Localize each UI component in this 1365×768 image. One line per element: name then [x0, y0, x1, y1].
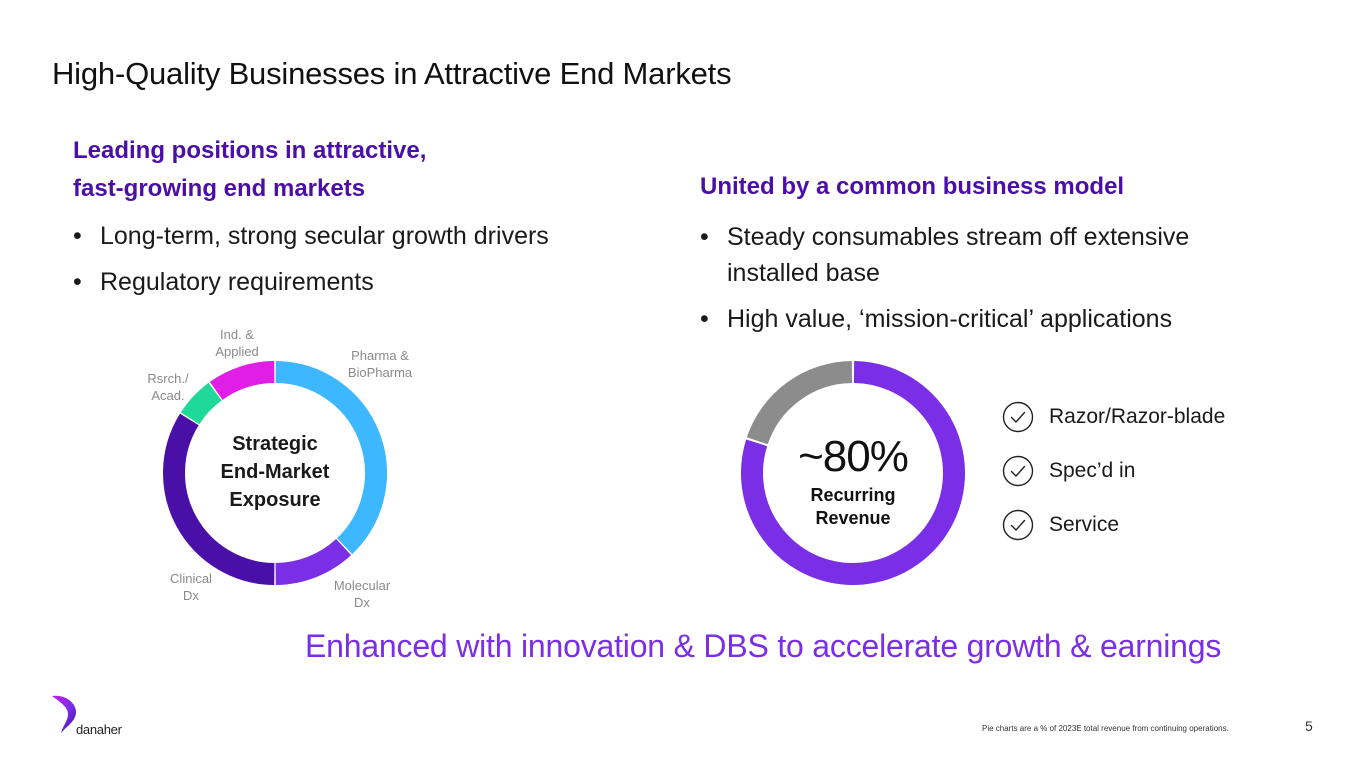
right-bullet-2: High value, ‘mission-critical’ applicati…	[700, 301, 1280, 337]
attribute-service: Service	[1002, 498, 1225, 552]
slice-label-industrial-applied-line-1: Ind. &	[220, 327, 254, 342]
slice-label-research-academic-line-1: Rsrch./	[147, 371, 189, 386]
slice-label-industrial-applied: Ind. & Applied	[204, 326, 270, 360]
attribute-label: Spec’d in	[1049, 459, 1136, 482]
slice-label-research-academic: Rsrch./ Acad.	[136, 370, 200, 404]
left-bullet-1: Long-term, strong secular growth drivers	[73, 218, 673, 254]
slice-label-molecular-dx-line-1: Molecular	[333, 578, 391, 593]
slice-pharma-biopharma	[275, 361, 387, 555]
donut-center-line-1: Strategic	[232, 433, 318, 455]
recurring-revenue-donut-chart	[741, 361, 965, 585]
slice-rsrch-acad	[180, 382, 222, 425]
attribute-label: Service	[1049, 513, 1120, 536]
left-bullet-2: Regulatory requirements	[73, 264, 673, 300]
recurring-revenue-label-line-2: Revenue	[815, 508, 891, 528]
right-heading: United by a common business model	[700, 173, 1125, 200]
tagline: Enhanced with innovation & DBS to accele…	[305, 628, 1222, 664]
check-circle-icon	[1002, 401, 1034, 433]
end-market-donut-center-label: Strategic End-Market Exposure	[190, 430, 360, 514]
donut-center-line-2: End-Market	[220, 461, 330, 483]
right-bullet-1-line-2: installed base	[727, 259, 880, 287]
attribute-razor-blade: Razor/Razor-blade	[1002, 390, 1225, 444]
recurring-revenue-percent: ~80%	[798, 432, 909, 481]
right-bullet-1: Steady consumables stream off extensive …	[700, 219, 1280, 291]
check-circle-icon	[1002, 509, 1034, 541]
slice-non-recurring	[746, 361, 853, 445]
right-bullet-list: Steady consumables stream off extensive …	[700, 219, 1280, 347]
danaher-logo-wordmark: danaher	[76, 722, 122, 737]
slice-label-molecular-dx-line-2: Dx	[354, 595, 370, 610]
slice-ind-applied	[209, 361, 275, 401]
slice-molecular-dx	[275, 538, 352, 585]
right-bullet-1-line-1: Steady consumables stream off extensive	[727, 223, 1190, 251]
slice-label-industrial-applied-line-2: Applied	[215, 344, 259, 359]
left-heading: Leading positions in attractive, fast-gr…	[73, 132, 426, 208]
end-market-donut-chart	[163, 361, 387, 585]
donut-center-line-3: Exposure	[229, 489, 321, 511]
check-circle-icon	[1002, 455, 1034, 487]
slice-label-clinical-dx-line-2: Dx	[183, 588, 199, 603]
slice-recurring-revenue	[741, 361, 965, 585]
business-model-attributes: Razor/Razor-blade Spec’d in Service	[1002, 390, 1225, 552]
page-number: 5	[1305, 718, 1313, 734]
danaher-logo-icon	[52, 695, 76, 733]
slice-label-molecular-dx: Molecular Dx	[322, 577, 402, 611]
left-bullet-list: Long-term, strong secular growth drivers…	[73, 218, 673, 310]
slice-label-pharma-line-1: Pharma &	[351, 348, 409, 363]
slice-label-pharma: Pharma & BioPharma	[340, 347, 420, 381]
recurring-revenue-label-line-1: Recurring	[810, 485, 896, 505]
slice-label-clinical-dx-line-1: Clinical	[170, 571, 212, 586]
slice-label-research-academic-line-2: Acad.	[151, 388, 185, 403]
slice-label-pharma-line-2: BioPharma	[347, 365, 413, 380]
left-heading-line-2: fast-growing end markets	[73, 175, 366, 202]
slice-clinical-dx	[163, 413, 275, 585]
slide-title: High-Quality Businesses in Attractive En…	[52, 56, 732, 91]
left-heading-line-1: Leading positions in attractive,	[73, 137, 427, 164]
slice-label-clinical-dx: Clinical Dx	[156, 570, 226, 604]
recurring-revenue-center: ~80% Recurring Revenue	[770, 430, 936, 530]
attribute-specd-in: Spec’d in	[1002, 444, 1225, 498]
footnote: Pie charts are a % of 2023E total revenu…	[982, 724, 1229, 733]
attribute-label: Razor/Razor-blade	[1049, 405, 1226, 428]
